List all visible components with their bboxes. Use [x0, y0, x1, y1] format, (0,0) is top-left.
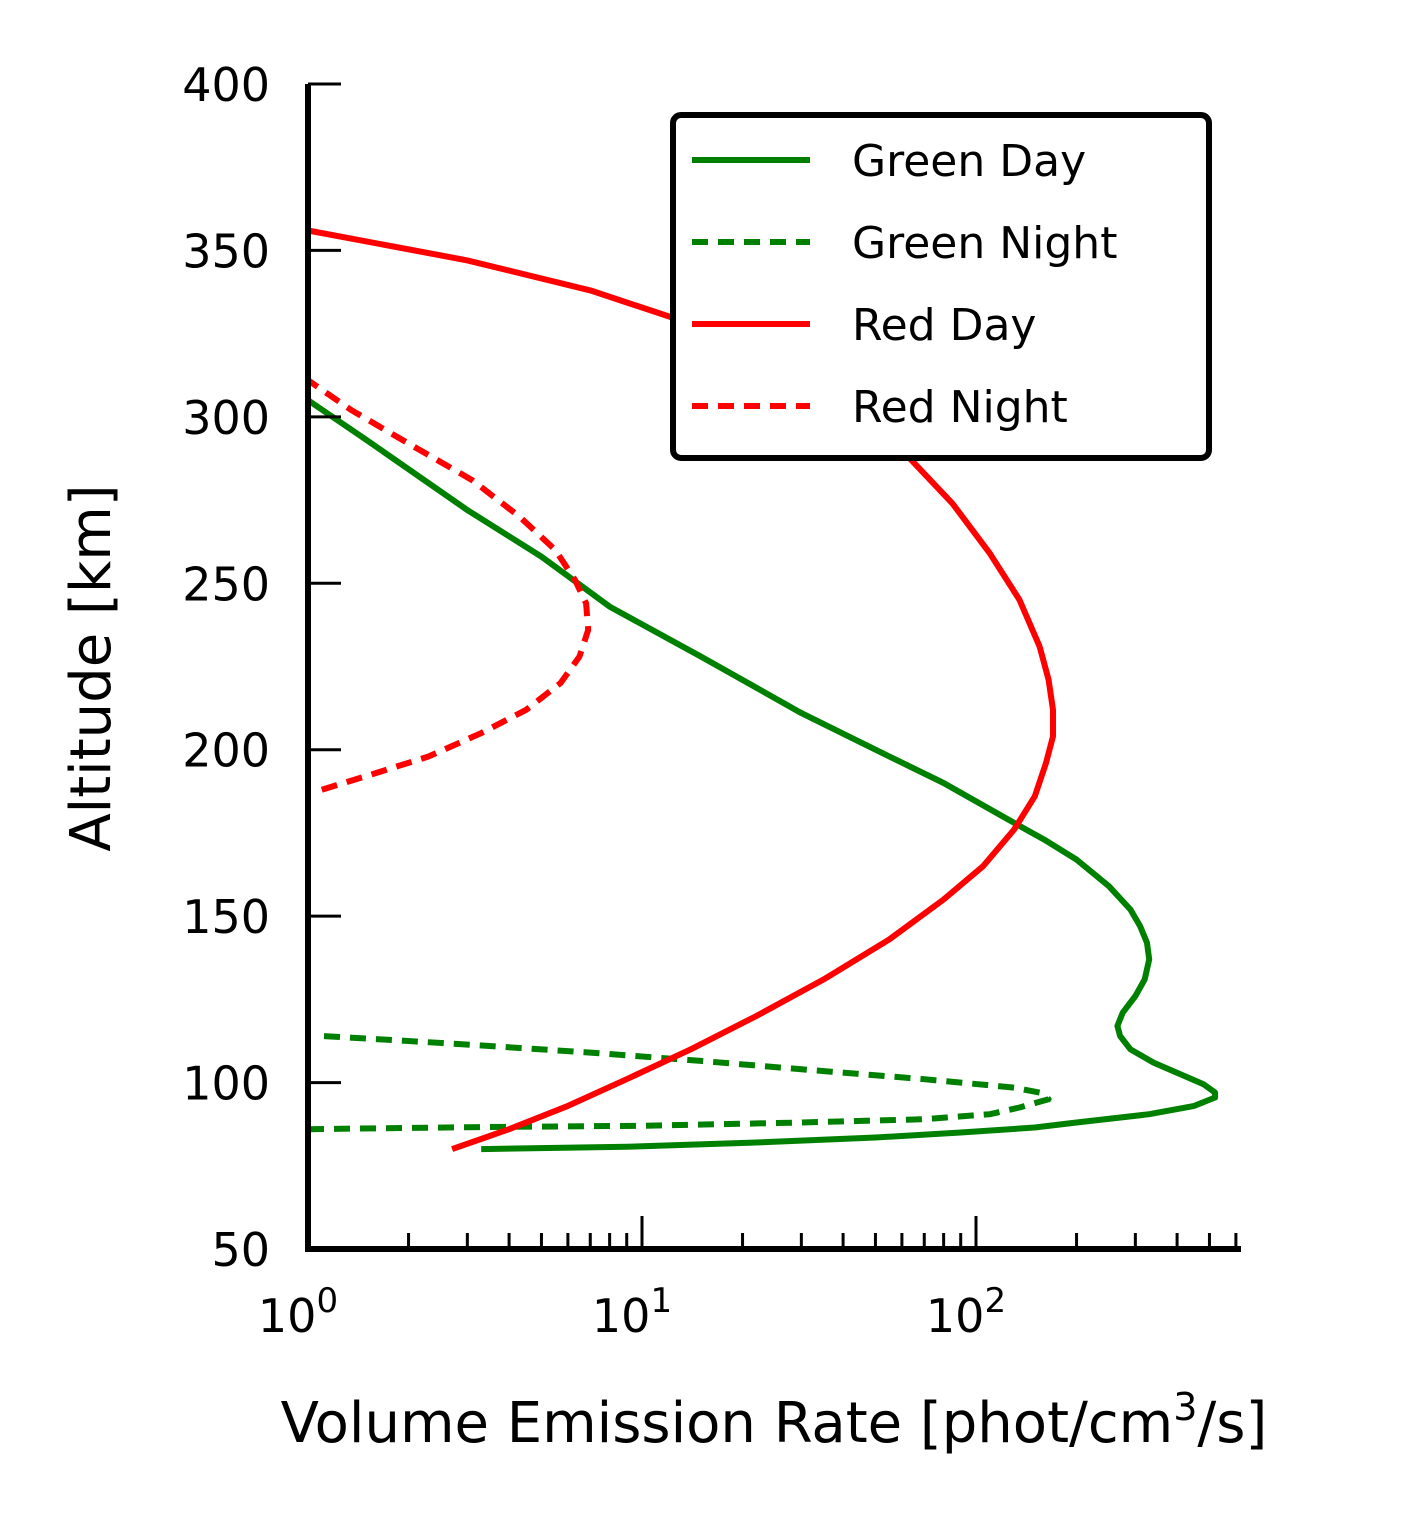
y-tick-label: 100 [182, 1057, 270, 1111]
x-tick-label: 102 [926, 1281, 1006, 1343]
legend-label-red-day: Red Day [852, 300, 1036, 351]
legend-box [670, 112, 1212, 461]
x-tick-label: 101 [592, 1281, 672, 1343]
y-axis-title: Altitude [km] [59, 484, 124, 851]
x-axis-title-superscript: 3 [1173, 1385, 1197, 1429]
x-tick-label: 100 [258, 1281, 338, 1343]
x-ticks: 100 101 102 [258, 1216, 1238, 1343]
x-axis-title-end: /s] [1197, 1391, 1267, 1456]
y-tick-label: 200 [182, 724, 270, 778]
legend-label-green-night: Green Night [852, 218, 1117, 269]
series-line-red-night [306, 377, 592, 793]
x-axis-title: Volume Emission Rate [phot/cm3/s] [281, 1385, 1268, 1456]
y-tick-label: 250 [182, 557, 270, 611]
y-tick-label: 50 [211, 1223, 270, 1277]
legend: Green Day Green Night Red Day Red Night [670, 112, 1212, 461]
y-tick-label: 350 [182, 224, 270, 278]
y-tick-label: 150 [182, 890, 270, 944]
series-line-green-night [307, 1033, 1052, 1133]
legend-label-green-day: Green Day [852, 136, 1086, 187]
y-ticks: 50 100 150 200 250 300 350 400 [182, 58, 341, 1277]
y-tick-label: 400 [182, 58, 270, 112]
legend-label-red-night: Red Night [852, 382, 1068, 433]
y-tick-label: 300 [182, 391, 270, 445]
x-axis-title-main: Volume Emission Rate [phot/cm [281, 1391, 1174, 1456]
series-line-green-day [306, 397, 1219, 1153]
